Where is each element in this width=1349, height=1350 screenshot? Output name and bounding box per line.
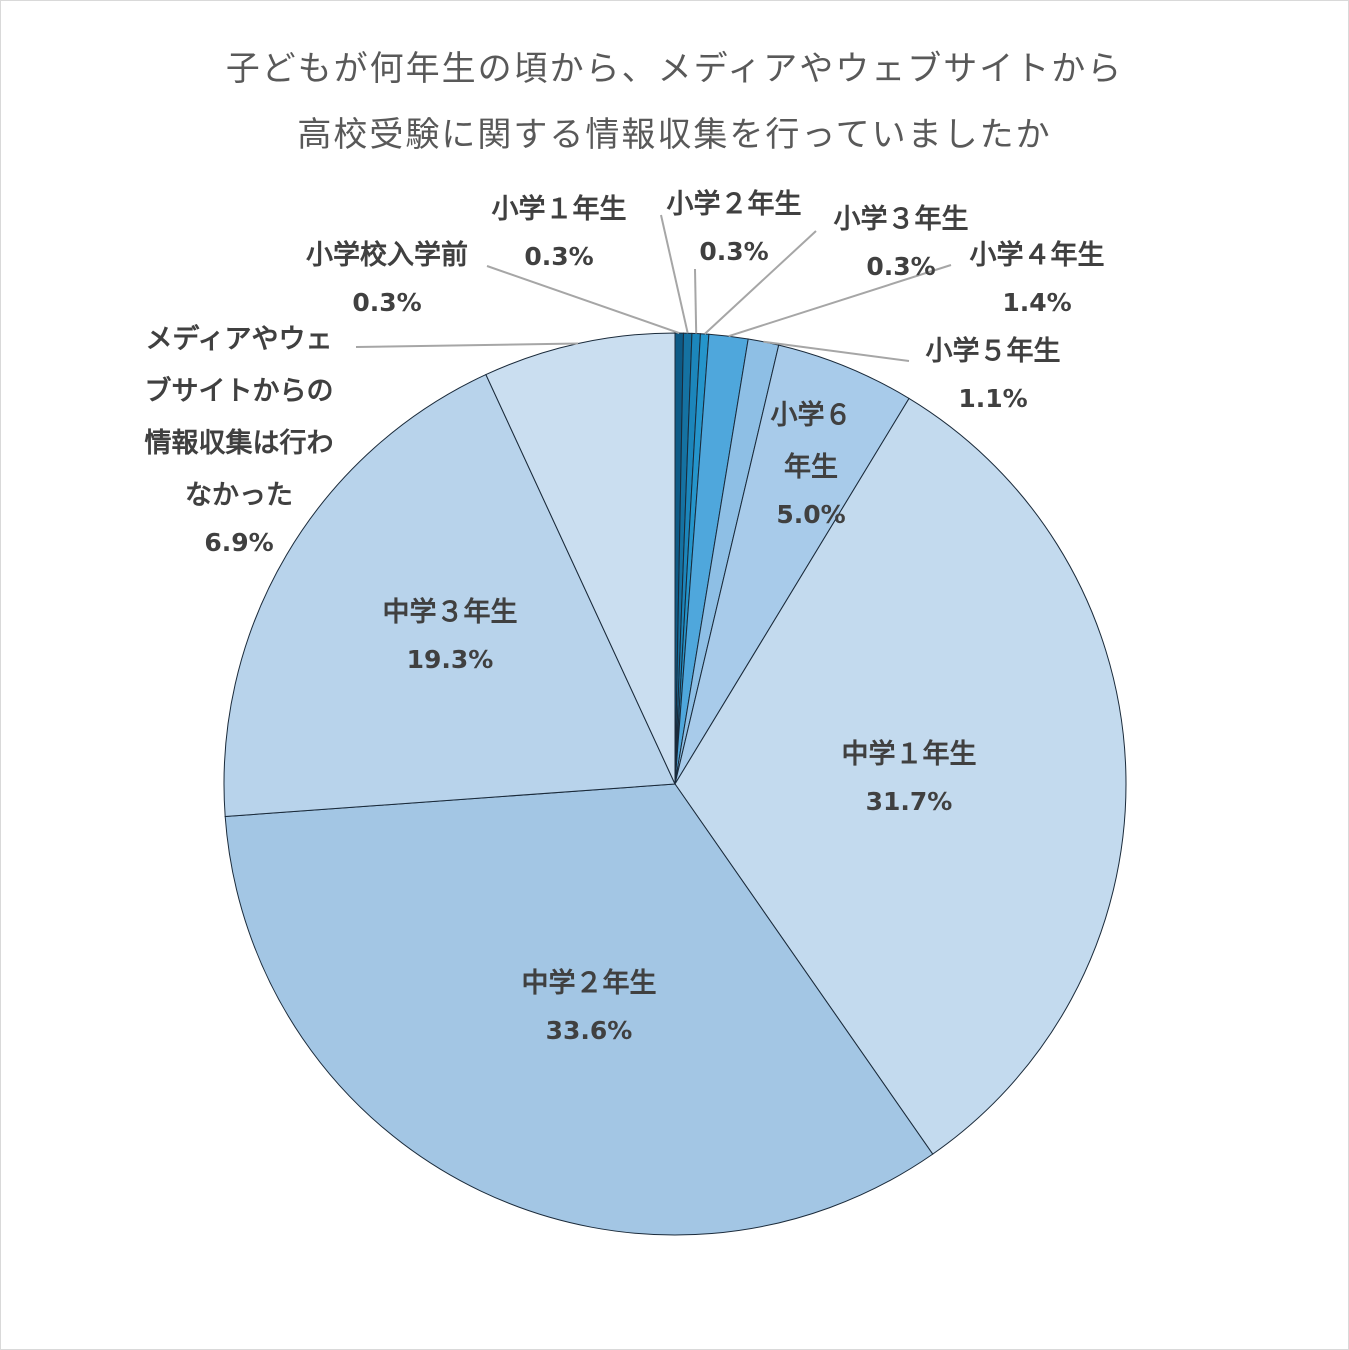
slice-label-value: 5.0% — [776, 500, 846, 529]
slice-label: 中学１年生 31.7% — [842, 729, 977, 823]
leader-line — [728, 264, 952, 338]
slice-label: 小学６年生 5.0% — [769, 390, 853, 536]
slice-label-value: 33.6% — [545, 1016, 633, 1045]
slice-label: メディアやウェブサイトからの情報収集は行わなかった 6.9% — [143, 314, 335, 564]
slice-label-name: 小学１年生 — [491, 194, 627, 225]
slice-label-name: 小学３年生 — [833, 204, 969, 235]
slice-label-value: 0.3% — [866, 252, 936, 281]
slice-label-name: 小学６年生 — [770, 400, 852, 483]
slice-label-name: 小学５年生 — [925, 336, 1061, 367]
slice-label-value: 0.3% — [524, 242, 594, 271]
slice-label: 中学２年生 33.6% — [522, 958, 657, 1052]
slice-label-name: 中学１年生 — [841, 739, 977, 770]
leader-line — [660, 214, 689, 334]
leader-line — [694, 268, 698, 334]
leader-line — [703, 230, 817, 335]
slice-label-value: 1.4% — [1002, 288, 1072, 317]
slice-label: 小学１年生 0.3% — [492, 184, 627, 278]
leader-line — [763, 340, 910, 362]
leader-line — [355, 342, 579, 348]
chart-title-line-1: 子どもが何年生の頃から、メディアやウェブサイトから — [225, 49, 1124, 89]
slice-label: 小学校入学前 0.3% — [306, 230, 468, 324]
slice-label: 小学３年生 0.3% — [834, 194, 969, 288]
slice-label-name: 中学３年生 — [382, 597, 518, 628]
pie-slice — [224, 783, 934, 1236]
slice-label-value: 1.1% — [958, 384, 1028, 413]
slice-label-name: 小学校入学前 — [306, 240, 468, 271]
leader-line — [486, 265, 680, 334]
pie-slice — [485, 332, 676, 785]
slice-label: 中学３年生 19.3% — [383, 587, 518, 681]
slice-label: 小学４年生 1.4% — [970, 230, 1105, 324]
slice-label-name: メディアやウェブサイトからの情報収集は行わなかった — [144, 324, 334, 511]
pie-slice — [223, 373, 676, 818]
slice-label-value: 19.3% — [406, 645, 494, 674]
slice-label-value: 31.7% — [865, 787, 953, 816]
slice-label-name: 小学２年生 — [666, 189, 802, 220]
slice-label: 小学２年生 0.3% — [667, 179, 802, 273]
slice-label: 小学５年生 1.1% — [926, 326, 1061, 420]
chart-title-line-2: 高校受験に関する情報収集を行っていましたか — [297, 115, 1052, 155]
slice-label-value: 0.3% — [352, 288, 422, 317]
slice-label-name: 中学２年生 — [521, 968, 657, 999]
slice-label-value: 6.9% — [204, 528, 274, 557]
slice-label-name: 小学４年生 — [969, 240, 1105, 271]
slice-label-value: 0.3% — [699, 237, 769, 266]
pie-slice — [674, 397, 1127, 1155]
